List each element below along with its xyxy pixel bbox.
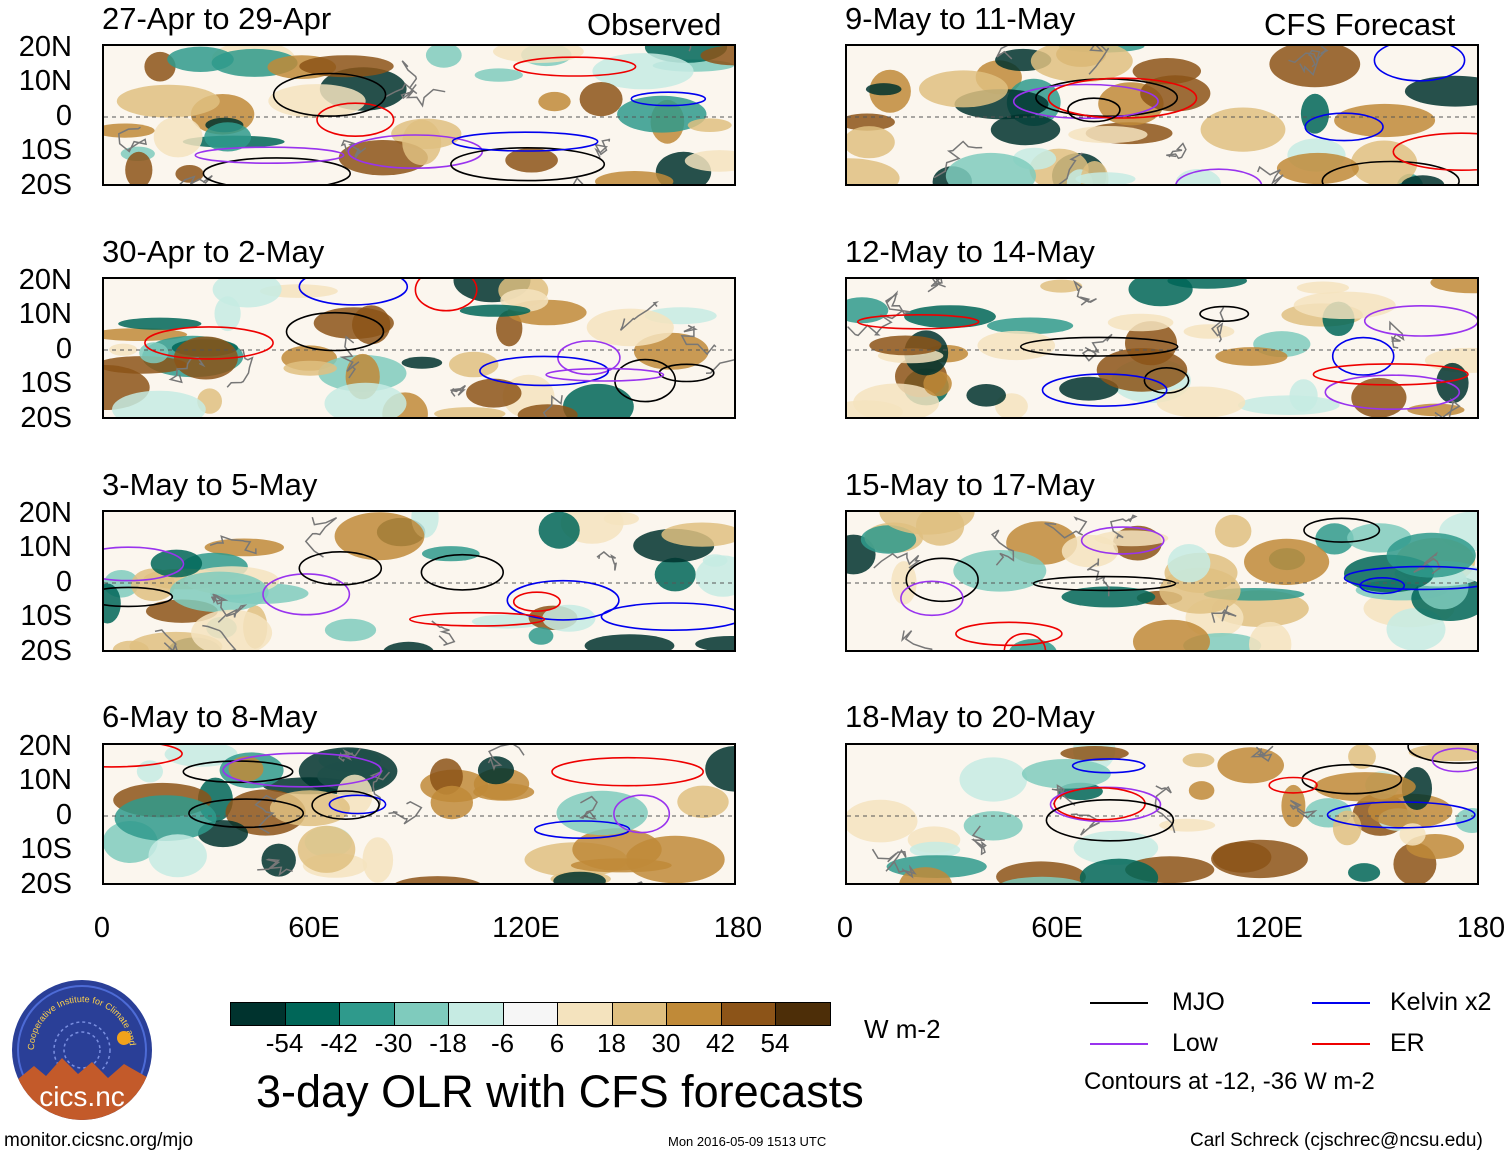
colorbar-tick-label: 6 [549,1028,565,1058]
lat-label: 0 [55,333,72,365]
colorbar-tick-label: 54 [760,1028,790,1058]
colorbar-tick-label: -6 [490,1028,515,1058]
colorbar-tick-label: 42 [706,1028,735,1058]
colorbar-tick-label: 30 [651,1028,681,1058]
map-panel-fcst-1 [845,44,1479,186]
figure-title: 3-day OLR with CFS forecasts [256,1066,864,1117]
cics-logo: Cooperative Institute for Climate and Sa… [12,980,152,1120]
colorbar-tick-label: -54 [265,1028,304,1058]
lat-label: 20N [18,31,72,63]
panel-title-obs-1: 27-Apr to 29-Apr [102,1,332,36]
panel-title-fcst-3: 15-May to 17-May [845,467,1095,502]
lat-label: 10S [20,600,72,632]
legend-label-kelvin: Kelvin x2 [1390,988,1492,1016]
colorbar-swatch [775,1002,831,1026]
lon-label-left-60e: 60E [288,912,340,944]
map-panel-obs-3 [102,510,736,652]
legend-swatch-kelvin [1312,1002,1370,1004]
panel-title-fcst-1: 9-May to 11-May [845,1,1076,36]
lat-label: 20N [18,497,72,529]
colorbar-swatch [393,1002,449,1026]
map-panel-obs-4 [102,743,736,885]
colorbar-tick-label: -30 [374,1028,413,1058]
lon-label-right-120e: 120E [1235,912,1303,944]
legend-label-low: Low [1172,1029,1218,1057]
legend-swatch-mjo [1090,1002,1148,1004]
legend-swatch-low [1090,1043,1148,1045]
logo-text: cics.nc [39,1081,125,1112]
lat-label: 10N [18,65,72,97]
map-panel-obs-1 [102,44,736,186]
colorbar-tick-label: 18 [597,1028,626,1058]
colorbar-swatch [448,1002,504,1026]
lat-label: 10S [20,833,72,865]
panel-title-obs-2: 30-Apr to 2-May [102,234,325,269]
lon-label-left-180: 180 [713,912,763,944]
colorbar-swatch [230,1002,286,1026]
lat-label: 10N [18,531,72,563]
colorbar-swatch [339,1002,395,1026]
legend-label-er: ER [1390,1029,1425,1057]
panel-title-obs-3: 3-May to 5-May [102,467,318,502]
footer-url: monitor.cicsnc.org/mjo [4,1130,194,1151]
lon-label-right-60e: 60E [1031,912,1083,944]
map-panel-fcst-3 [845,510,1479,652]
colorbar-tick-label: -42 [320,1028,358,1058]
colorbar-swatch [284,1002,340,1026]
lat-label: 10S [20,134,72,166]
lon-label-left-0: 0 [93,912,111,944]
map-panel-obs-2 [102,277,736,419]
cfs-forecast-header: CFS Forecast [1264,7,1456,42]
panel-title-fcst-4: 18-May to 20-May [845,699,1095,734]
lat-label: 20S [20,868,72,900]
colorbar-swatch [611,1002,667,1026]
legend-label-mjo: MJO [1172,988,1225,1016]
lat-label: 20S [20,169,72,201]
observed-header: Observed [587,7,722,42]
lat-label: 10S [20,367,72,399]
lat-label: 20S [20,635,72,667]
lat-label: 0 [55,566,72,598]
lat-label: 0 [55,100,72,132]
lat-label: 20N [18,730,72,762]
footer-credit: Carl Schreck (cjschrec@ncsu.edu) [1190,1130,1483,1151]
lat-label: 20N [18,264,72,296]
lon-label-right-180: 180 [1456,912,1506,944]
lat-label: 10N [18,298,72,330]
lat-label: 0 [55,799,72,831]
panel-title-fcst-2: 12-May to 14-May [845,234,1095,269]
colorbar-swatch [666,1002,722,1026]
lat-label: 20S [20,402,72,434]
legend-note: Contours at -12, -36 W m-2 [1084,1068,1375,1095]
lon-label-left-120e: 120E [492,912,560,944]
colorbar-swatch [502,1002,558,1026]
colorbar-units: W m-2 [864,1014,941,1044]
footer-timestamp: Mon 2016-05-09 1513 UTC [668,1134,827,1149]
lat-label: 10N [18,764,72,796]
panel-title-obs-4: 6-May to 8-May [102,699,318,734]
colorbar-swatch [720,1002,776,1026]
lon-label-right-0: 0 [836,912,854,944]
map-panel-fcst-4 [845,743,1479,885]
legend-swatch-er [1312,1043,1370,1045]
colorbar-tick-label: -18 [429,1028,467,1058]
map-panel-fcst-2 [845,277,1479,419]
colorbar-swatch [557,1002,613,1026]
